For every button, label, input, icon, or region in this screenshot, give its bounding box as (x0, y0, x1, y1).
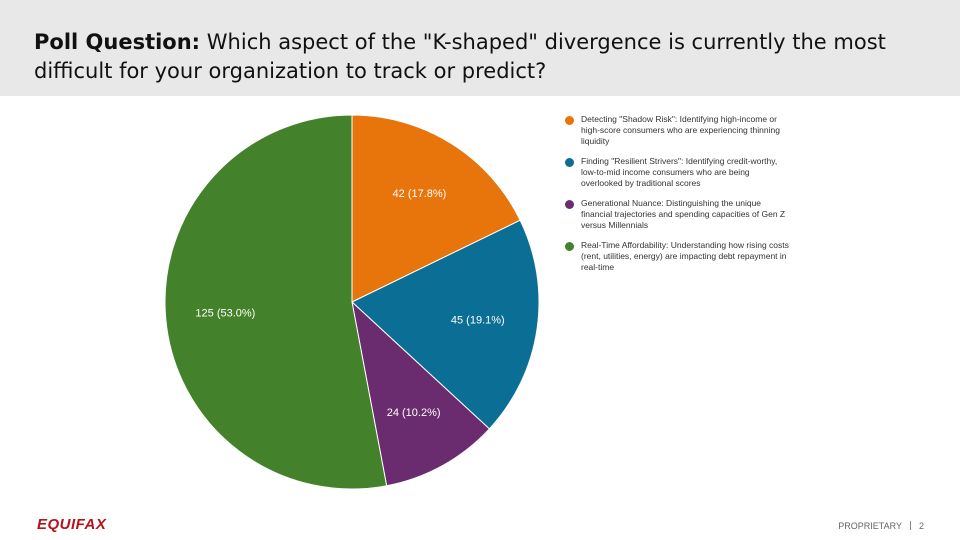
header-band: Poll Question: Which aspect of the "K-sh… (0, 0, 960, 96)
slice-label: 24 (10.2%) (387, 407, 441, 419)
slice-label: 42 (17.8%) (393, 188, 447, 200)
legend-label: Generational Nuance: Distinguishing the … (581, 198, 786, 230)
legend-item: Finding "Resilient Strivers": Identifyin… (565, 156, 793, 189)
pie-slice (351, 219, 540, 430)
legend-label: Finding "Resilient Strivers": Identifyin… (581, 156, 778, 188)
logo: EQUIFAX (37, 516, 107, 533)
page-number: 2 (918, 521, 924, 531)
legend-swatch (565, 200, 574, 209)
slice-label: 125 (53.0%) (195, 308, 255, 320)
legend-item: Generational Nuance: Distinguishing the … (565, 198, 793, 231)
legend-label: Real-Time Affordability: Understanding h… (581, 240, 789, 272)
legend-swatch (565, 116, 574, 125)
legend-item: Detecting "Shadow Risk": Identifying hig… (565, 114, 793, 147)
pie-slice (351, 114, 521, 303)
separator (909, 521, 911, 530)
legend: Detecting "Shadow Risk": Identifying hig… (565, 114, 793, 282)
title-lead: Poll Question: (34, 30, 201, 54)
pie-slice (164, 114, 388, 490)
legend-swatch (565, 242, 574, 251)
slice-label: 45 (19.1%) (451, 314, 505, 326)
pie-slice (351, 300, 491, 487)
footer: PROPRIETARY 2 (838, 521, 924, 531)
title: Poll Question: Which aspect of the "K-sh… (34, 28, 934, 86)
title-text: Which aspect of the "K-shaped" divergenc… (34, 30, 886, 83)
legend-item: Real-Time Affordability: Understanding h… (565, 240, 793, 273)
footer-label: PROPRIETARY (838, 521, 902, 531)
legend-swatch (565, 158, 574, 167)
legend-label: Detecting "Shadow Risk": Identifying hig… (581, 114, 780, 146)
